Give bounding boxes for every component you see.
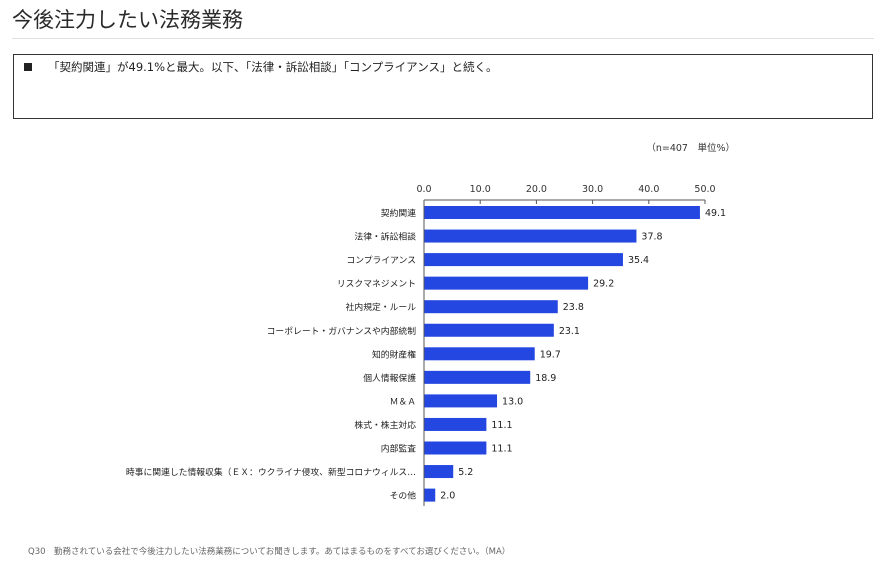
- data-label: 13.0: [502, 396, 523, 407]
- bar: [424, 441, 487, 455]
- category-label: コンプライアンス: [346, 255, 416, 266]
- summary-box: 「契約関連」が49.1%と最大。以下、「法律・訴訟相談」「コンプライアンス」と続…: [13, 54, 873, 119]
- bar: [424, 276, 589, 290]
- summary-text: 「契約関連」が49.1%と最大。以下、「法律・訴訟相談」「コンプライアンス」と続…: [48, 60, 498, 74]
- category-label: 契約関連: [381, 207, 416, 219]
- data-label: 35.4: [628, 255, 649, 266]
- category-label: リスクマネジメント: [337, 279, 416, 290]
- bar: [424, 300, 558, 314]
- category-label: 知的財産権: [372, 348, 416, 360]
- bar: [424, 417, 487, 431]
- x-tick-label: 10.0: [470, 184, 491, 195]
- category-label: 個人情報保護: [363, 372, 416, 384]
- x-tick-label: 50.0: [694, 184, 715, 195]
- bar: [424, 347, 535, 361]
- x-tick-label: 20.0: [526, 184, 547, 195]
- category-label: 時事に関連した情報収集（ＥＸ：ウクライナ侵攻、新型コロナウィルス…: [126, 466, 416, 478]
- bar: [424, 323, 554, 337]
- unit-note: （n=407 単位%）: [646, 143, 735, 154]
- bar: [424, 229, 637, 243]
- square-bullet-icon: [24, 63, 32, 71]
- category-label: 内部監査: [381, 443, 416, 455]
- data-label: 2.0: [440, 491, 455, 502]
- category-label: Ｍ＆Ａ: [390, 397, 416, 407]
- category-label: 法律・訴訟相談: [354, 231, 416, 243]
- data-label: 18.9: [535, 373, 556, 384]
- bar: [424, 370, 531, 384]
- data-label: 29.2: [593, 279, 614, 290]
- category-label: 社内規定・ルール: [346, 301, 417, 313]
- question-footnote: Q30 勤務されている会社で今後注力したい法務業務についてお聞きします。あてはま…: [28, 547, 511, 557]
- data-label: 11.1: [491, 420, 512, 431]
- title-divider: [12, 38, 874, 39]
- data-label: 49.1: [705, 208, 726, 219]
- page-title: 今後注力したい法務業務: [12, 8, 243, 32]
- x-tick-label: 30.0: [582, 184, 603, 195]
- bar: [424, 465, 454, 479]
- x-tick-label: 40.0: [638, 184, 659, 195]
- data-label: 23.8: [563, 302, 584, 313]
- data-label: 5.2: [458, 467, 473, 478]
- data-label: 23.1: [559, 326, 580, 337]
- category-label: その他: [390, 490, 417, 502]
- category-label: コーポレート・ガバナンスや内部統制: [267, 325, 417, 337]
- bar: [424, 253, 623, 267]
- bar: [424, 394, 498, 408]
- bar: [424, 206, 700, 219]
- data-label: 37.8: [641, 232, 662, 243]
- data-label: 11.1: [491, 444, 512, 455]
- category-label: 株式・株主対応: [354, 419, 416, 431]
- bar: [424, 488, 436, 502]
- data-label: 19.7: [540, 349, 561, 360]
- x-tick-label: 0.0: [416, 184, 431, 195]
